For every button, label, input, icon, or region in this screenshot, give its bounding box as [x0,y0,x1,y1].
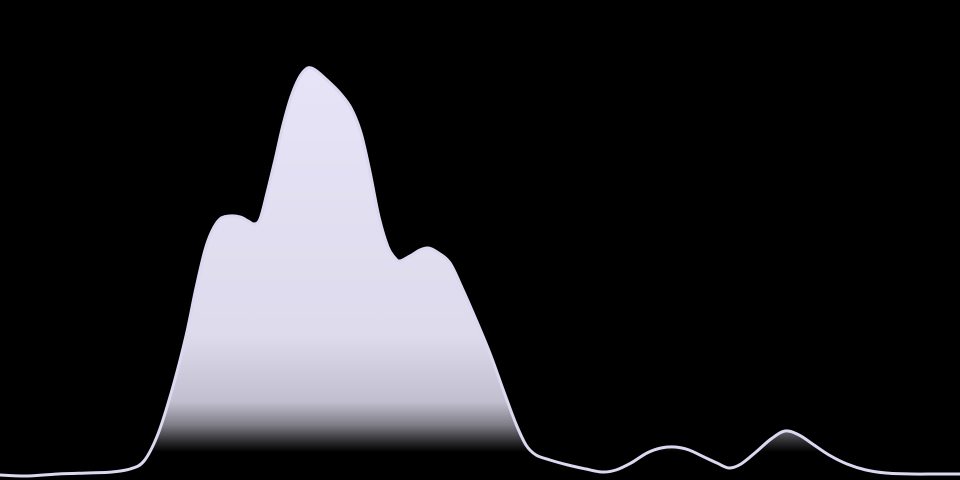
area-fill-shape [0,67,960,480]
area-line-stroke [0,66,960,478]
